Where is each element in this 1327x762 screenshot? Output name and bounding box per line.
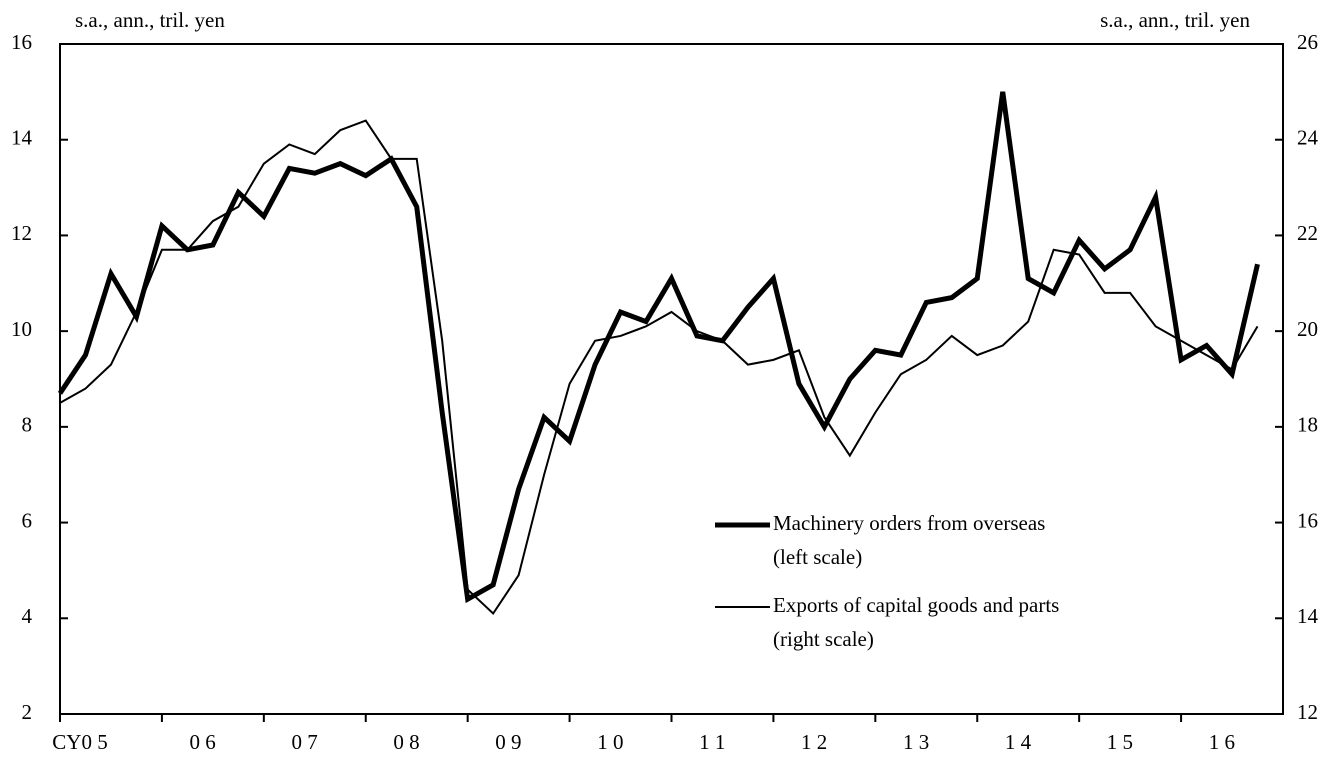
x-tick-label: 1 4	[1005, 730, 1032, 754]
x-tick-label: 1 3	[903, 730, 929, 754]
legend-label: Exports of capital goods and parts	[773, 593, 1059, 617]
y2-tick-label: 26	[1297, 30, 1318, 54]
x-tick-label: 1 6	[1209, 730, 1235, 754]
x-tick-label: 1 2	[801, 730, 827, 754]
y2-tick-label: 20	[1297, 317, 1318, 341]
x-tick-label: CY0 5	[52, 730, 107, 754]
x-tick-label: 1 5	[1107, 730, 1133, 754]
line-series	[57, 91, 1260, 604]
x-tick-label: 0 6	[190, 730, 216, 754]
y-tick-label: 4	[22, 604, 33, 628]
y2-tick-label: 24	[1297, 126, 1319, 150]
y2-tick-label: 12	[1297, 700, 1318, 724]
y-tick-label: 6	[22, 508, 33, 532]
legend-label: Machinery orders from overseas	[773, 511, 1045, 535]
y2-axis-label: s.a., ann., tril. yen	[1100, 8, 1250, 32]
line-series	[59, 119, 1259, 616]
y-axis-label: s.a., ann., tril. yen	[75, 8, 225, 32]
x-tick-label: 1 1	[699, 730, 725, 754]
y2-tick-label: 14	[1297, 604, 1319, 628]
y2-tick-label: 16	[1297, 508, 1318, 532]
y2-tick-label: 22	[1297, 221, 1318, 245]
y2-tick-label: 18	[1297, 413, 1318, 437]
y-tick-label: 14	[11, 126, 33, 150]
y-tick-label: 12	[11, 221, 32, 245]
x-tick-label: 0 7	[291, 730, 317, 754]
x-tick-label: 0 9	[495, 730, 521, 754]
y-tick-label: 8	[22, 413, 33, 437]
legend-note: (left scale)	[773, 545, 862, 569]
y-tick-label: 2	[22, 700, 33, 724]
legend-note: (right scale)	[773, 627, 874, 651]
x-tick-label: 0 8	[393, 730, 419, 754]
y-tick-label: 16	[11, 30, 32, 54]
y-tick-label: 10	[11, 317, 32, 341]
plot-frame	[59, 43, 1284, 715]
x-tick-label: 1 0	[597, 730, 623, 754]
